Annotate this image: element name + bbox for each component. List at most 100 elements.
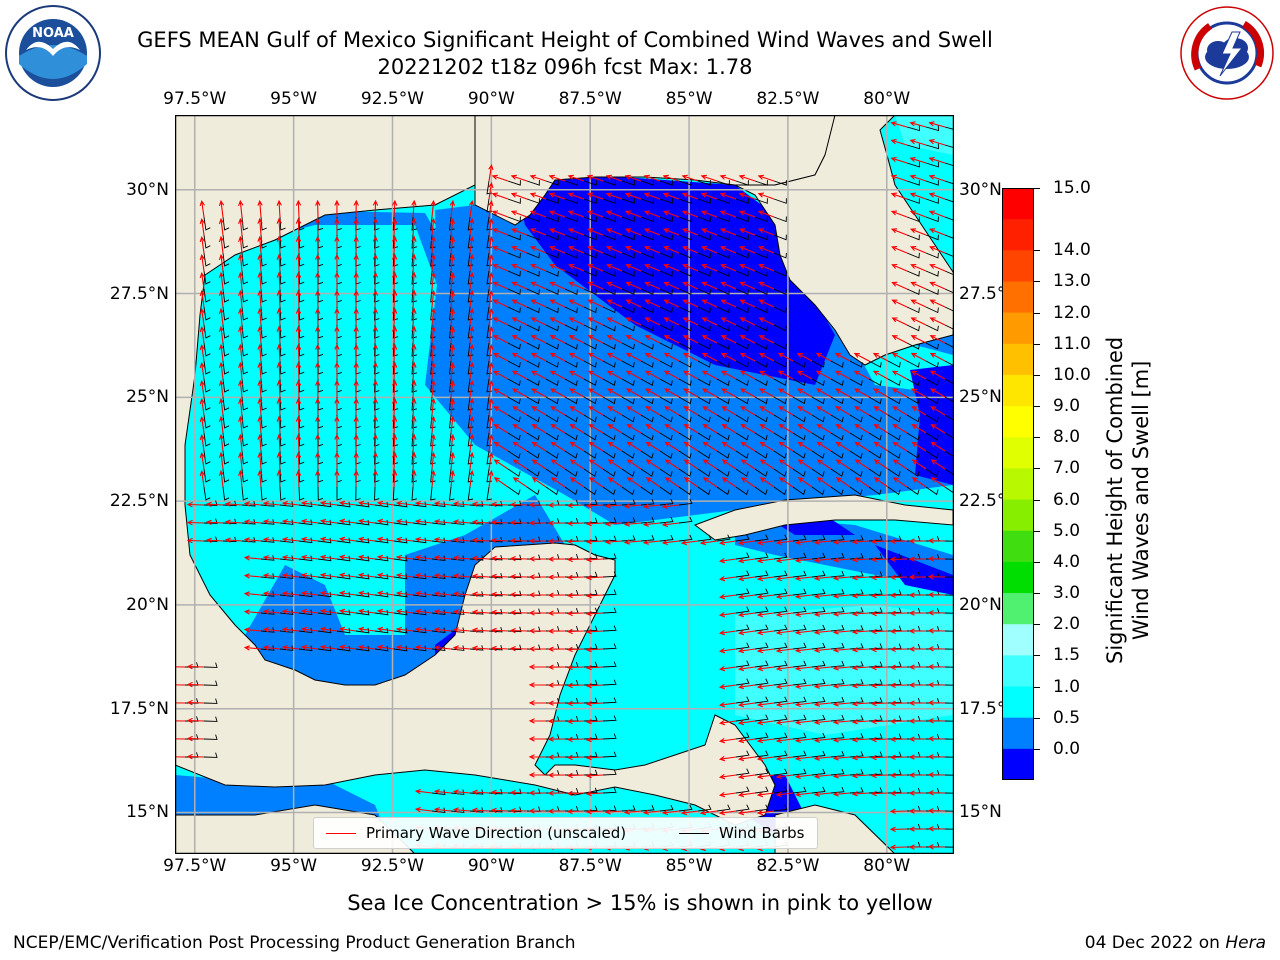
wind-barb [317,609,332,616]
wind-barb [887,468,901,477]
wave-direction-arrow [319,536,338,543]
wave-direction-arrow [281,644,300,651]
wave-direction-arrow [870,610,889,617]
wave-direction-arrow [718,629,737,636]
wave-direction-arrow [218,289,225,308]
wind-barb [279,591,294,597]
wave-direction-arrow [376,500,395,507]
wind-barb [469,501,484,507]
wave-direction-arrow [927,718,946,724]
wind-barb [697,414,711,423]
wind-barb [754,552,769,560]
wind-barb [317,537,332,544]
wave-direction-arrow [816,477,832,488]
wave-direction-arrow [276,307,282,326]
wave-direction-arrow [775,647,794,654]
wave-direction-arrow [909,192,927,200]
wind-barb [716,450,730,459]
wave-direction-arrow [890,174,908,182]
wave-direction-arrow [238,361,244,380]
wave-direction-arrow [757,210,775,218]
wave-direction-arrow [682,317,699,326]
wind-barb [564,270,578,277]
nws-logo [1180,6,1274,100]
wind-barb [545,360,559,368]
colorbar-tick-label: 3.0 [1053,583,1081,604]
wind-barb [469,519,484,525]
wind-barb [564,468,578,477]
wind-barb [944,738,954,740]
wave-direction-arrow [372,469,379,488]
wind-barb [507,234,521,241]
wind-barb [430,306,436,321]
wind-barb [716,216,730,223]
wind-barb [583,396,597,405]
wind-barb [678,324,692,332]
wind-barb [392,486,399,501]
wave-direction-arrow [756,791,775,798]
wind-barb [241,468,249,483]
wind-barb [298,645,313,652]
wind-barb [811,750,826,758]
wind-barb [811,606,826,614]
wave-direction-arrow [238,433,244,452]
wind-barb [241,342,249,357]
wind-barb [279,555,294,561]
wave-direction-arrow [607,388,623,398]
wind-barb [811,714,826,722]
lon-tick-label: 87.5°W [558,856,622,876]
wind-barb [754,432,768,441]
wave-direction-arrow [892,477,908,488]
wind-barb [773,450,787,459]
wave-direction-arrow [471,789,490,795]
wind-barb [944,720,954,722]
wind-barb [412,591,427,598]
wave-direction-arrow [392,199,398,218]
wind-barb [944,198,954,203]
wave-direction-arrow [794,791,813,798]
wind-barb [716,180,730,186]
wave-direction-arrow [794,557,813,564]
wind-barb [467,342,474,357]
wave-direction-arrow [488,271,494,290]
colorbar-tick-label: 9.0 [1053,396,1081,417]
wave-direction-arrow [414,590,433,597]
wave-direction-arrow [929,263,946,272]
wind-barb [412,501,427,508]
wave-direction-arrow [395,572,414,579]
wind-barb [203,378,211,393]
wave-direction-arrow [682,281,699,290]
wind-barb [545,432,559,441]
wave-direction-arrow [683,423,699,434]
wind-barb [412,573,427,580]
wind-barb [203,252,211,267]
wind-barb [678,450,692,459]
colorbar-tick [1034,406,1040,408]
wind-barb [868,378,882,386]
wave-direction-arrow [626,477,642,488]
wave-direction-arrow [663,370,680,380]
wind-barb [944,234,954,239]
wind-barb [754,324,768,332]
wind-barb [467,234,474,249]
wind-barb [279,609,294,615]
wave-direction-arrow [492,317,509,326]
wave-direction-arrow [392,361,398,380]
wave-direction-arrow [832,647,851,653]
wave-direction-arrow [737,665,756,672]
lat-tick-label: 15°N [959,802,1002,823]
wind-barb [222,536,237,543]
wave-direction-arrow [566,646,585,653]
wave-direction-arrow [832,557,851,563]
wave-direction-arrow [549,281,566,290]
wind-barb [222,288,230,303]
wave-direction-arrow [353,469,359,488]
wave-direction-arrow [585,629,604,635]
wind-barb [507,198,521,204]
wave-direction-arrow [721,477,737,488]
wave-direction-arrow [892,388,908,398]
wave-direction-arrow [334,253,340,272]
wave-direction-arrow [721,441,737,452]
colorbar-tick [1034,561,1040,563]
wind-barb [906,252,920,259]
